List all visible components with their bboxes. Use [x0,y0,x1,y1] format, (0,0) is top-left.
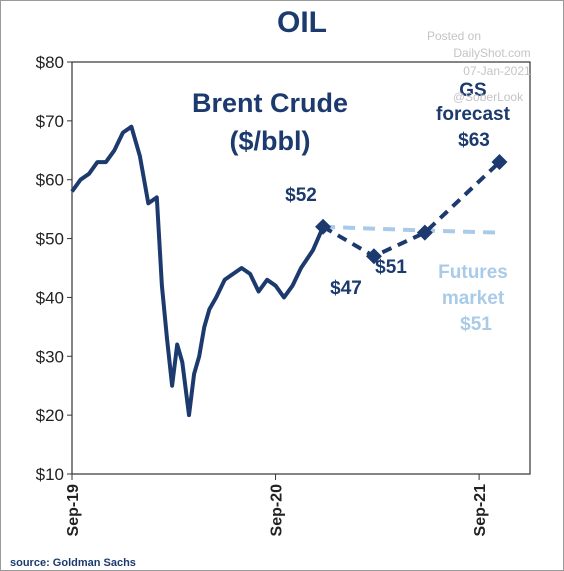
watermark-line4: @SoberLook [453,90,524,104]
futures-line [323,224,500,235]
y-tick-label: $70 [36,112,64,131]
gs-label-line1: GS [459,80,486,101]
futures-label-line2: market [442,288,505,309]
x-tick-label: Sep-20 [269,484,286,537]
y-tick-label: $20 [36,406,64,425]
data-label-52: $52 [285,185,317,206]
forecast-markers [315,154,508,265]
gs-value-label: $63 [458,130,490,151]
watermark-line3: 07-Jan-2021 [463,64,531,78]
y-tick-label: $10 [36,465,64,484]
forecast-point-marker [365,248,382,265]
watermark-line2: DailyShot.com [453,46,530,60]
watermark-line1: Posted on [427,29,481,43]
chart-title: OIL [277,6,327,39]
futures-value-label: $51 [460,314,492,335]
y-tick-label: $60 [36,171,64,190]
data-label-51: $51 [375,257,407,278]
x-tick-label: Sep-19 [65,484,82,537]
forecast-point-marker [315,218,332,235]
y-axis: $80 $70 $60 $50 $40 $30 $20 $10 [36,53,72,484]
brent-line [70,124,325,418]
forecast-point-marker [416,224,433,241]
data-label-47: $47 [330,278,362,299]
x-tick-label: Sep-21 [472,484,489,537]
x-axis: Sep-19 Sep-20 Sep-21 [65,474,489,536]
y-tick-label: $30 [36,347,64,366]
series-title-line2: ($/bbl) [230,126,311,156]
y-tick-label: $80 [36,53,64,72]
gs-label-line2: forecast [436,104,511,125]
y-tick-label: $50 [36,230,64,249]
plot-area [71,61,531,475]
source-note: source: Goldman Sachs [10,557,136,569]
y-tick-label: $40 [36,288,64,307]
series-title-line1: Brent Crude [192,88,348,118]
futures-label-line1: Futures [438,262,508,283]
forecast-point-marker [491,154,508,171]
gs-forecast-line [322,160,501,259]
